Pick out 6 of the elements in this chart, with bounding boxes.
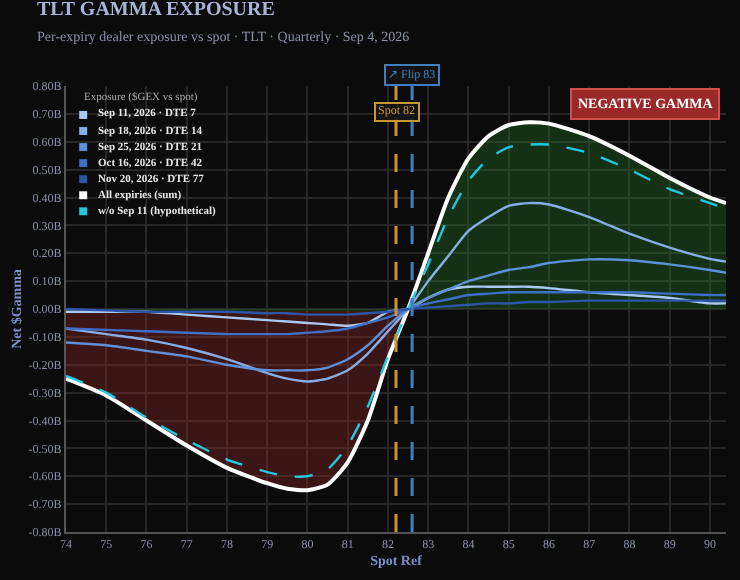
- line-series: [66, 201, 726, 383]
- line-series: [66, 285, 726, 327]
- line-series: [66, 299, 726, 316]
- chart-title: TLT GAMMA EXPOSURE: [37, 0, 276, 21]
- line-series: [66, 258, 726, 372]
- line-series: [66, 291, 726, 336]
